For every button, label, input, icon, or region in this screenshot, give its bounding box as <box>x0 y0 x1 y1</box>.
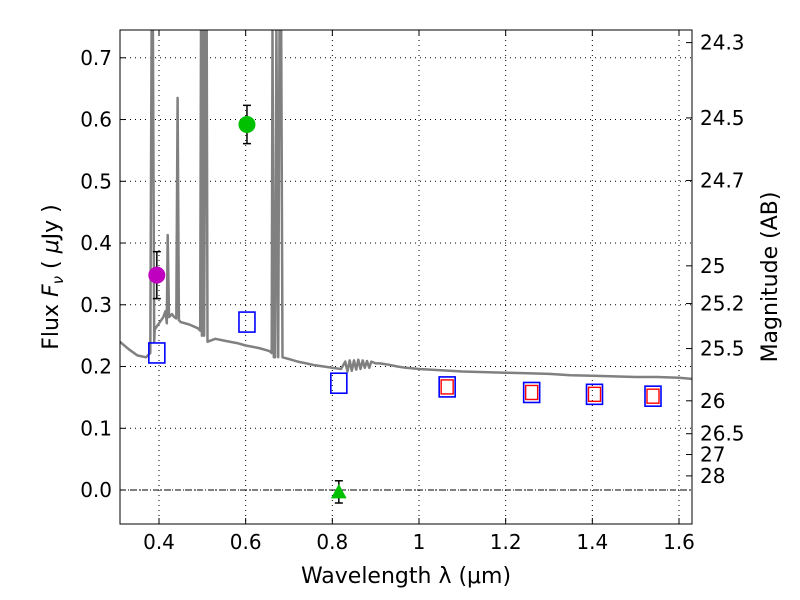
y-axis-label-prefix: Flux <box>39 297 64 350</box>
mag-tick-label: 25.5 <box>700 337 745 361</box>
model-spectrum-line <box>120 30 692 381</box>
x-tick-label: 0.6 <box>230 530 262 554</box>
mag-tick-label: 24.5 <box>700 106 745 130</box>
model-photometry-blue-square <box>148 342 166 364</box>
y-tick-label: 0.4 <box>80 231 112 255</box>
y-axis-label-mu: μ <box>39 239 64 254</box>
model-photometry-red-square <box>440 379 454 395</box>
y-tick-label: 0.6 <box>80 108 112 132</box>
mag-tick-label: 26 <box>700 389 725 413</box>
mag-tick-label: 24.3 <box>700 31 745 55</box>
y-tick-label: 0.3 <box>80 293 112 317</box>
spectrum-layer <box>120 30 692 381</box>
y-tick-label: 0.5 <box>80 169 112 193</box>
y-axis-label-subscript: ν <box>49 276 67 284</box>
right-axis-label: Magnitude (AB) <box>758 192 783 363</box>
mag-tick-label: 25 <box>700 254 725 278</box>
mag-tick-label: 26.5 <box>700 422 745 446</box>
mag-tick-label: 24.7 <box>700 169 745 193</box>
plot-frame <box>119 29 693 525</box>
observed-z-marker <box>330 483 347 499</box>
y-tick-label: 0.1 <box>80 416 112 440</box>
observed-r-marker <box>238 115 256 133</box>
x-tick-label: 1 <box>413 530 426 554</box>
grid <box>120 30 692 524</box>
tick-layer: 0.4 0.6 0.8 1 1.2 1.4 1.6 0.0 0.1 0.2 0.3 0.4 0.5 0.6… <box>80 30 745 554</box>
mag-tick-label: 27 <box>700 443 725 467</box>
mag-tick-label: 28 <box>700 464 725 488</box>
model-photometry-blue-square <box>330 372 348 395</box>
model-photometry-blue-square <box>238 311 256 333</box>
x-tick-label: 0.4 <box>143 530 175 554</box>
y-axis-label: Flux Fν ( μJy ) <box>39 204 67 349</box>
x-tick-label: 0.8 <box>316 530 348 554</box>
y-tick-label: 0.7 <box>80 46 112 70</box>
model-photometry-red-square <box>587 386 602 403</box>
marker-layer <box>148 104 662 504</box>
y-tick-label: 0.2 <box>80 355 112 379</box>
model-photometry-blue-square <box>585 383 604 406</box>
x-tick-label: 1.2 <box>490 530 522 554</box>
model-photometry-red-square <box>524 384 539 401</box>
x-axis-label: Wavelength λ (μm) <box>301 564 511 589</box>
y-axis-label-paren: ( <box>39 253 64 276</box>
mag-tick-label: 25.2 <box>700 292 745 316</box>
x-tick-label: 1.6 <box>663 530 695 554</box>
y-axis-label-symbol: F <box>39 284 64 297</box>
model-photometry-blue-square <box>644 385 662 407</box>
model-photometry-blue-square <box>522 381 541 404</box>
observed-u-marker <box>148 266 166 284</box>
x-tick-label: 1.4 <box>576 530 608 554</box>
y-axis-label-unit: Jy ) <box>39 204 64 241</box>
y-tick-label: 0.0 <box>80 478 112 502</box>
model-photometry-red-square <box>646 388 660 404</box>
model-photometry-blue-square <box>438 376 456 398</box>
